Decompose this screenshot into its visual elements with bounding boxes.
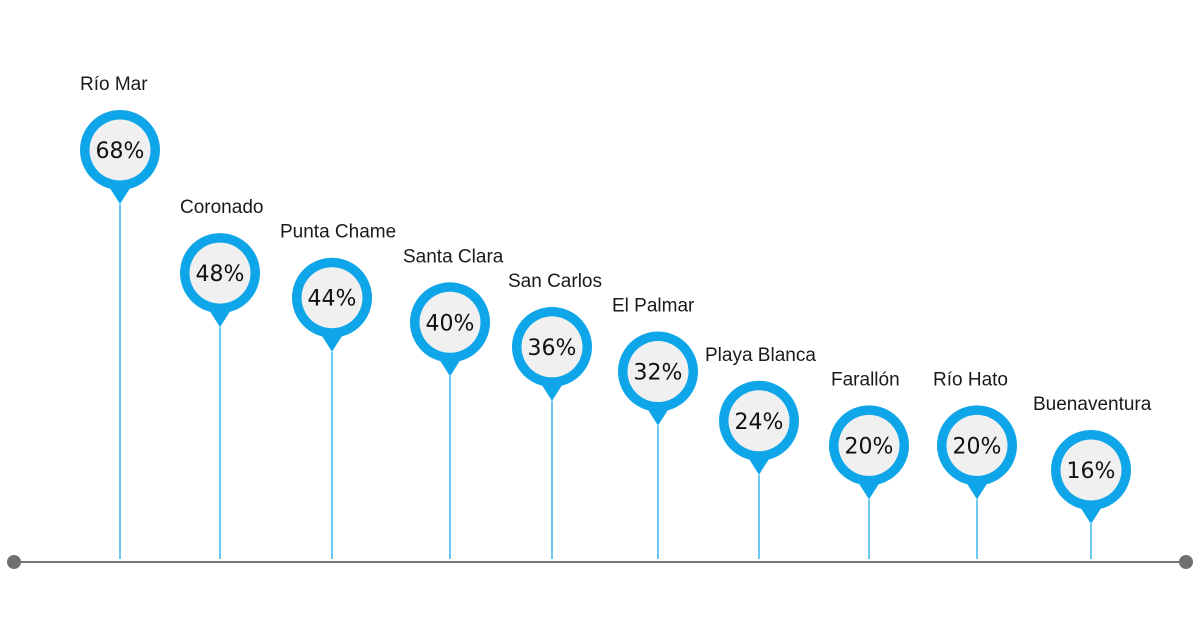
stems-layer [119, 204, 1092, 559]
category-label: Santa Clara [403, 246, 504, 267]
value-label: 68% [96, 139, 145, 164]
value-label: 44% [308, 287, 357, 312]
pin-marker: 36% [512, 306, 592, 401]
pin-face [728, 390, 790, 452]
value-label: 16% [1067, 459, 1116, 484]
axis-right-endpoint [1179, 555, 1193, 569]
pin-marker: 20% [829, 405, 909, 500]
category-label: Río Mar [80, 74, 148, 95]
pin-face [838, 414, 900, 476]
pin-marker: 68% [80, 110, 160, 204]
pin-marker: 44% [292, 257, 372, 352]
category-label: Playa Blanca [705, 345, 816, 366]
pin-face [419, 291, 481, 353]
category-label: El Palmar [612, 296, 695, 317]
pin-face [301, 267, 363, 329]
category-label: Río Hato [933, 369, 1008, 390]
axis-left-endpoint [7, 555, 21, 569]
category-label: Punta Chame [280, 222, 396, 243]
pin-face [89, 119, 151, 181]
value-label: 48% [196, 262, 245, 287]
pin-marker: 48% [180, 233, 260, 328]
pin-face [189, 242, 251, 304]
pin-marker: 24% [719, 380, 799, 475]
pin-face [521, 316, 583, 378]
value-label: 24% [735, 410, 784, 435]
pin-face [1060, 439, 1122, 501]
pin-marker: 20% [937, 405, 1017, 500]
category-label: Coronado [180, 197, 263, 218]
category-label: San Carlos [508, 271, 602, 292]
value-label: 20% [845, 434, 894, 459]
pin-face [627, 341, 689, 403]
pin-face [946, 414, 1008, 476]
value-label: 40% [426, 311, 475, 336]
pins-layer: 68% Río Mar 48% Coronado 44% Punta Chame 40% Sa… [80, 74, 1152, 524]
value-label: 20% [953, 434, 1002, 459]
pin-marker: 40% [410, 282, 490, 377]
category-label: Farallón [831, 369, 900, 390]
value-label: 36% [528, 336, 577, 361]
pin-marker: 32% [618, 331, 698, 426]
category-label: Buenaventura [1033, 394, 1152, 415]
value-label: 32% [634, 361, 683, 386]
pin-marker: 16% [1051, 430, 1131, 524]
